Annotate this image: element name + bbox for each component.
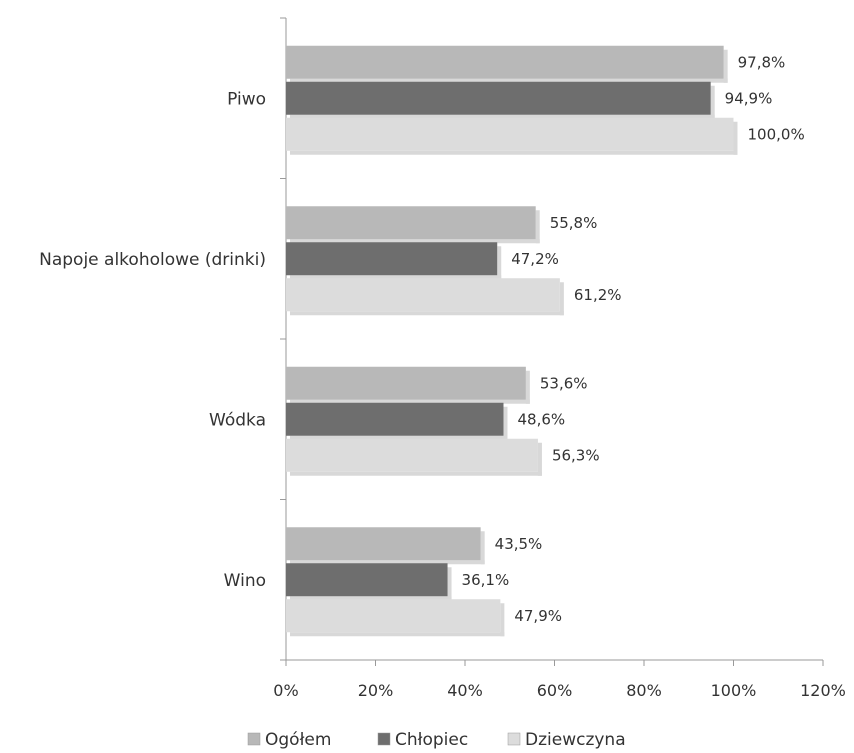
bar-ogolem-napoje-alkoholowe-drinki bbox=[286, 206, 536, 240]
bar-shadow bbox=[535, 210, 540, 244]
bar-shadow bbox=[559, 282, 564, 316]
x-tick-label: 60% bbox=[537, 681, 573, 700]
data-label: 43,5% bbox=[495, 535, 543, 553]
category-label-napoje-alkoholowe-drinki: Napoje alkoholowe (drinki) bbox=[39, 250, 266, 270]
data-label: 100,0% bbox=[748, 125, 805, 143]
bar-shadow bbox=[723, 49, 728, 83]
legend-label-chlopiec: Chłopiec bbox=[395, 730, 468, 750]
bar-shadow bbox=[497, 246, 502, 280]
bar-shadow bbox=[503, 406, 508, 440]
x-tick-label: 20% bbox=[358, 681, 394, 700]
bar-shadow bbox=[500, 603, 505, 637]
bar-chlopiec-napoje-alkoholowe-drinki bbox=[286, 242, 498, 276]
data-label: 48,6% bbox=[517, 410, 565, 428]
bar-dziewczyna-piwo bbox=[286, 117, 734, 151]
bar-shadow bbox=[290, 114, 715, 119]
bar-chlopiec-piwo bbox=[286, 81, 711, 115]
bar-ogolem-wino bbox=[286, 527, 481, 561]
data-label: 47,9% bbox=[514, 607, 562, 625]
bar-shadow bbox=[710, 85, 715, 119]
bar-shadow bbox=[525, 370, 530, 404]
data-label: 53,6% bbox=[540, 374, 588, 392]
bar-shadow bbox=[537, 442, 542, 476]
labels: Piwo 97,8% 94,9% 100,0% Napoje alkoholowe (d… bbox=[39, 53, 805, 625]
bar-dziewczyna-wodka bbox=[286, 438, 538, 472]
x-tick-label: 100% bbox=[711, 681, 757, 700]
bar-shadow bbox=[290, 399, 530, 404]
bar-shadow bbox=[290, 435, 508, 440]
bar-chlopiec-wino bbox=[286, 563, 448, 597]
data-label: 61,2% bbox=[574, 286, 622, 304]
bar-shadow bbox=[290, 78, 728, 83]
legend-swatch-chlopiec bbox=[377, 732, 391, 746]
x-tick-label: 80% bbox=[626, 681, 662, 700]
legend-swatch-dziewczyna bbox=[507, 732, 521, 746]
bar-shadow bbox=[733, 121, 738, 155]
data-label: 56,3% bbox=[552, 446, 600, 464]
bar-shadow bbox=[290, 275, 502, 280]
data-label: 94,9% bbox=[725, 89, 773, 107]
data-label: 97,8% bbox=[738, 53, 786, 71]
bar-shadow bbox=[290, 596, 452, 601]
bar-chlopiec-wodka bbox=[286, 402, 504, 436]
legend-label-dziewczyna: Dziewczyna bbox=[525, 730, 626, 750]
x-tick-label: 120% bbox=[800, 681, 846, 700]
legend-swatch-ogolem bbox=[247, 732, 261, 746]
bar-shadow bbox=[290, 239, 540, 244]
data-label: 36,1% bbox=[462, 571, 510, 589]
x-tick-label: 40% bbox=[447, 681, 483, 700]
data-label: 55,8% bbox=[550, 214, 598, 232]
category-label-wino: Wino bbox=[224, 571, 266, 591]
bar-shadow bbox=[290, 632, 505, 637]
bar-ogolem-wodka bbox=[286, 366, 526, 400]
bar-shadow bbox=[447, 567, 452, 601]
bar-shadow bbox=[290, 560, 485, 565]
data-label: 47,2% bbox=[511, 250, 559, 268]
bar-shadow bbox=[480, 531, 485, 565]
x-tick-label: 0% bbox=[273, 681, 298, 700]
category-label-piwo: Piwo bbox=[227, 89, 266, 109]
bars bbox=[286, 45, 738, 637]
legend: Ogółem Chłopiec Dziewczyna bbox=[247, 730, 626, 750]
category-label-wodka: Wódka bbox=[209, 410, 266, 430]
legend-label-ogolem: Ogółem bbox=[265, 730, 331, 750]
bar-ogolem-piwo bbox=[286, 45, 724, 79]
bar-shadow bbox=[290, 471, 542, 476]
bar-dziewczyna-napoje-alkoholowe-drinki bbox=[286, 278, 560, 312]
bar-dziewczyna-wino bbox=[286, 599, 501, 633]
bar-shadow bbox=[290, 150, 738, 155]
bar-shadow bbox=[290, 311, 564, 316]
axes: 0% 20% 40% 60% 80% 100% 120% bbox=[273, 17, 846, 700]
